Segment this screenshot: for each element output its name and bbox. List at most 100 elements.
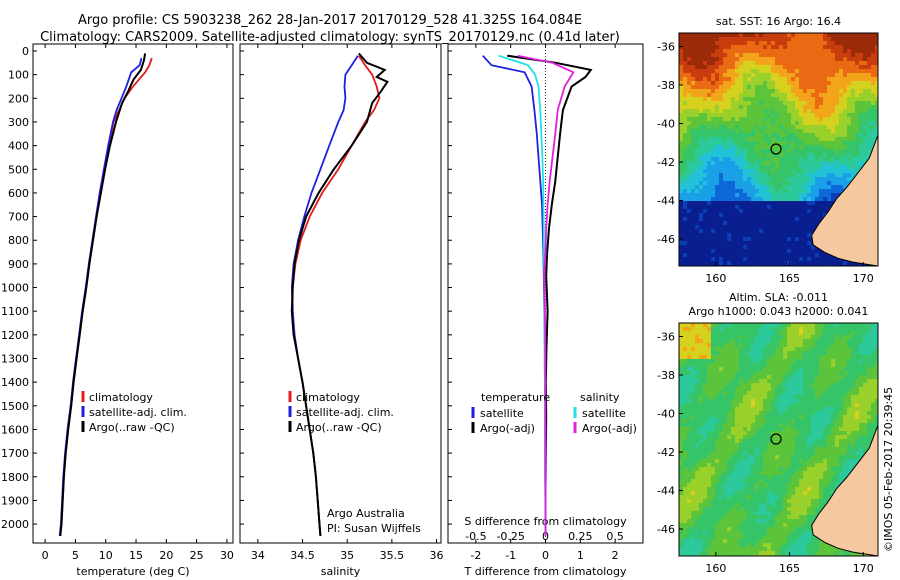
- x-tick-label: 165: [779, 562, 800, 575]
- map-title: sat. SST: 16 Argo: 16.4: [716, 15, 841, 28]
- y-tick-label: 1000: [1, 282, 29, 295]
- plot-frame: [32, 43, 234, 544]
- x-axis-label: T difference from climatology: [464, 565, 627, 578]
- series-line-temperature-satellite: [482, 55, 547, 536]
- x2-tick-label: -0.25: [496, 530, 524, 543]
- x-tick-label: 5: [72, 549, 79, 562]
- argo-position-marker: [770, 143, 782, 155]
- x-tick-label: 10: [99, 549, 113, 562]
- map-subtitle: Argo h1000: 0.043 h2000: 0.041: [689, 305, 869, 318]
- chart-subtitle: Climatology: CARS2009. Satellite-adjuste…: [40, 30, 620, 45]
- x-tick-label: 34.5: [290, 549, 315, 562]
- series-line-salinity-argo-adj-: [517, 54, 575, 536]
- y-tick-label: 800: [8, 234, 29, 247]
- land-mass: [811, 424, 878, 556]
- legend-group-label: temperature: [481, 391, 550, 404]
- x-tick-label: 165: [779, 272, 800, 285]
- y-tick-label: 1800: [1, 471, 29, 484]
- y-tick-label: 500: [8, 163, 29, 176]
- x2-tick-label: 0.5: [606, 530, 624, 543]
- x-tick-label: 25: [190, 549, 204, 562]
- x-tick-label: -1: [505, 549, 516, 562]
- x-axis-label: salinity: [321, 565, 361, 578]
- land-mass: [811, 134, 878, 266]
- x2-tick-label: -0.5: [465, 530, 486, 543]
- x-tick-label: 170: [853, 562, 874, 575]
- sst-map: 160 165 170 -36 -38 -40 -42 -44 -46 sat. SST: 16 …: [657, 15, 879, 285]
- y-tick-label: 1200: [1, 329, 29, 342]
- x-tick-label: -2: [470, 549, 481, 562]
- y-tick-label: 200: [8, 92, 29, 105]
- y-tick-label: 2000: [1, 518, 29, 531]
- series-line-climatology: [59, 57, 153, 536]
- profile-panel-1: 0 5 10 15 20 25 30 temperature (deg C) 0 100 200 30…: [1, 43, 234, 578]
- y-tick-label: 1300: [1, 353, 29, 366]
- y-tick-label: -40: [657, 118, 675, 131]
- y-tick-label: 100: [8, 69, 29, 82]
- x-tick-label: 1: [577, 549, 584, 562]
- y-tick-label: -42: [657, 156, 675, 169]
- y-tick-label: -40: [657, 408, 675, 421]
- x-tick-label: 30: [220, 549, 234, 562]
- credit-line-2: PI: Susan Wijffels: [327, 522, 421, 535]
- map-title: Altim. SLA: -0.011: [729, 291, 828, 304]
- y-tick-label: 1500: [1, 400, 29, 413]
- map-field: [679, 323, 878, 556]
- legend-label: climatology: [89, 391, 153, 404]
- series-line-satellite-adj-clim-: [290, 55, 359, 536]
- x-tick-label: 34: [251, 549, 265, 562]
- y-tick-label: 1100: [1, 305, 29, 318]
- legend-label: Argo(-adj): [582, 422, 637, 435]
- sla-map: 160 165 170 -36 -38 -40 -42 -44 -46 Altim. SLA: -…: [657, 291, 879, 575]
- legend-label: climatology: [296, 391, 360, 404]
- y-tick-label: 300: [8, 116, 29, 129]
- y-tick-label: 900: [8, 258, 29, 271]
- series-line-satellite-adj-clim-: [58, 57, 143, 536]
- x2-tick-label: 0.25: [568, 530, 593, 543]
- plot-frame: [239, 43, 442, 544]
- series-line-argo-raw-qc-: [290, 52, 389, 536]
- x-tick-label: 170: [853, 272, 874, 285]
- y-tick-label: 400: [8, 140, 29, 153]
- x-tick-label: 15: [129, 549, 143, 562]
- y-tick-label: -36: [657, 40, 675, 53]
- y-tick-label: 0: [22, 45, 29, 58]
- argo-position-marker: [770, 433, 782, 445]
- y-tick-label: -46: [657, 233, 675, 246]
- chart-title: Argo profile: CS 5903238_262 28-Jan-2017…: [77, 13, 583, 28]
- x-tick-label: 2: [612, 549, 619, 562]
- y-tick-label: -38: [657, 369, 675, 382]
- y-tick-label: 1600: [1, 423, 29, 436]
- x-tick-label: 0: [42, 549, 49, 562]
- y-tick-label: -44: [657, 485, 675, 498]
- legend-label: Argo(..raw -QC): [89, 421, 175, 434]
- legend-label: satellite-adj. clim.: [89, 406, 187, 419]
- y-tick-label: 1700: [1, 447, 29, 460]
- y-tick-label: -36: [657, 330, 675, 343]
- x-tick-label: 160: [705, 562, 726, 575]
- x-tick-label: 0: [542, 549, 549, 562]
- x-tick-label: 160: [705, 272, 726, 285]
- timestamp-label: ©IMOS 05-Feb-2017 20:39:45: [882, 386, 895, 552]
- y-tick-label: 700: [8, 211, 29, 224]
- x-tick-label: 35.5: [380, 549, 405, 562]
- map-frame: [678, 322, 879, 557]
- legend-label: Argo(..raw -QC): [296, 421, 382, 434]
- y-tick-label: -44: [657, 195, 675, 208]
- y-tick-label: -38: [657, 79, 675, 92]
- y-tick-label: -42: [657, 446, 675, 459]
- credit-line-1: Argo Australia: [327, 507, 405, 520]
- x-tick-label: 20: [159, 549, 173, 562]
- legend-label: Argo(-adj): [480, 422, 535, 435]
- x-axis-label: temperature (deg C): [76, 565, 189, 578]
- legend-label: satellite: [582, 407, 626, 420]
- series-line-temperature-argo-adj-: [507, 54, 593, 536]
- y-tick-label: 600: [8, 187, 29, 200]
- y-tick-label: 1400: [1, 376, 29, 389]
- series-line-argo-raw-qc-: [59, 53, 147, 537]
- y-tick-label: 1900: [1, 494, 29, 507]
- legend-label: satellite: [480, 407, 524, 420]
- profile-panel-3: -2 -1 0 1 2-0.5 -0.25 0 0.25 0.5S difference fro…: [447, 43, 644, 578]
- profile-panel-2: 34 34.5 35 35.5 36 salinity: [239, 43, 444, 578]
